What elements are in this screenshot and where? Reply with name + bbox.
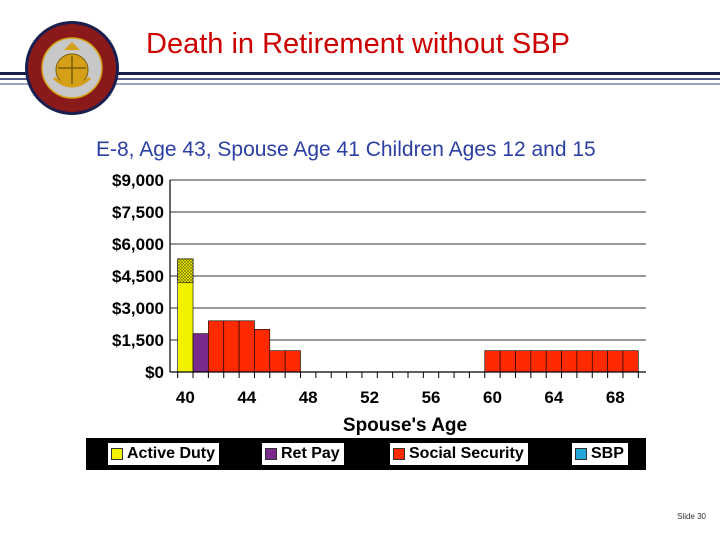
bar-active-duty-hatched-segment	[177, 258, 194, 283]
bar-social-security	[254, 329, 271, 373]
y-tick-label: $3,000	[112, 299, 164, 318]
x-tick-label: 60	[483, 388, 502, 407]
legend-swatch-social-security	[393, 448, 405, 460]
x-tick-label: 68	[606, 388, 625, 407]
bar-social-security	[515, 350, 532, 373]
bar-social-security	[269, 350, 286, 373]
slide-title: Death in Retirement without SBP	[146, 28, 570, 60]
x-tick-labels: 40 44 48 52 56 60 64 68	[176, 388, 625, 407]
legend-label-ret-pay: Ret Pay	[281, 445, 340, 462]
header-rule-dark	[0, 72, 720, 75]
bars	[177, 258, 639, 373]
x-tick-label: 56	[422, 388, 441, 407]
grid-lines	[170, 179, 646, 341]
header-rule-light	[0, 83, 720, 85]
legend-label-social-security: Social Security	[409, 445, 524, 462]
y-tick-label: $4,500	[112, 267, 164, 286]
x-axis	[169, 180, 646, 378]
x-tick-label: 44	[237, 388, 256, 407]
bar-social-security	[238, 320, 255, 373]
bar-social-security	[545, 350, 562, 373]
header-rule-mid	[0, 78, 720, 80]
chart-subtitle: E-8, Age 43, Spouse Age 41 Children Ages…	[96, 138, 596, 161]
x-tick-label: 64	[544, 388, 563, 407]
bar-social-security	[591, 350, 608, 373]
legend-item-social-security: Social Security	[390, 443, 528, 465]
x-tick-label: 48	[299, 388, 318, 407]
y-tick-label: $1,500	[112, 331, 164, 350]
legend-item-ret-pay: Ret Pay	[262, 443, 344, 465]
bar-social-security	[284, 350, 301, 373]
bar-social-security	[223, 320, 240, 373]
y-tick-label: $6,000	[112, 235, 164, 254]
x-tick-label: 40	[176, 388, 195, 407]
marine-corps-seal-logo	[25, 21, 119, 115]
x-tick-label: 52	[360, 388, 379, 407]
bar-ret-pay	[192, 333, 209, 373]
y-tick-label: $7,500	[112, 203, 164, 222]
y-tick-labels: $0 $1,500 $3,000 $4,500 $6,000 $7,500 $9,000	[112, 171, 164, 382]
legend-label-sbp: SBP	[591, 445, 624, 462]
legend-item-sbp: SBP	[572, 443, 628, 465]
bar-social-security	[622, 350, 639, 373]
bar-social-security	[499, 350, 516, 373]
bar-social-security	[208, 320, 225, 373]
legend-swatch-ret-pay	[265, 448, 277, 460]
legend-label-active-duty: Active Duty	[127, 445, 216, 462]
chart-legend: Active Duty Ret Pay Social Security SBP	[86, 438, 646, 470]
legend-swatch-sbp	[575, 448, 587, 460]
bar-social-security	[484, 350, 501, 373]
slide-number: Slide 30	[677, 512, 706, 521]
stacked-bar-chart: $0 $1,500 $3,000 $4,500 $6,000 $7,500 $9,000 4…	[112, 171, 646, 436]
bar-social-security	[607, 350, 624, 373]
bar-social-security	[576, 350, 593, 373]
legend-swatch-active-duty	[111, 448, 123, 460]
bar-social-security	[530, 350, 547, 373]
legend-item-active-duty: Active Duty	[108, 443, 220, 465]
y-tick-label: $0	[145, 363, 164, 382]
y-tick-label: $9,000	[112, 171, 164, 190]
bar-social-security	[561, 350, 578, 373]
x-axis-title: Spouse's Age	[343, 415, 467, 436]
